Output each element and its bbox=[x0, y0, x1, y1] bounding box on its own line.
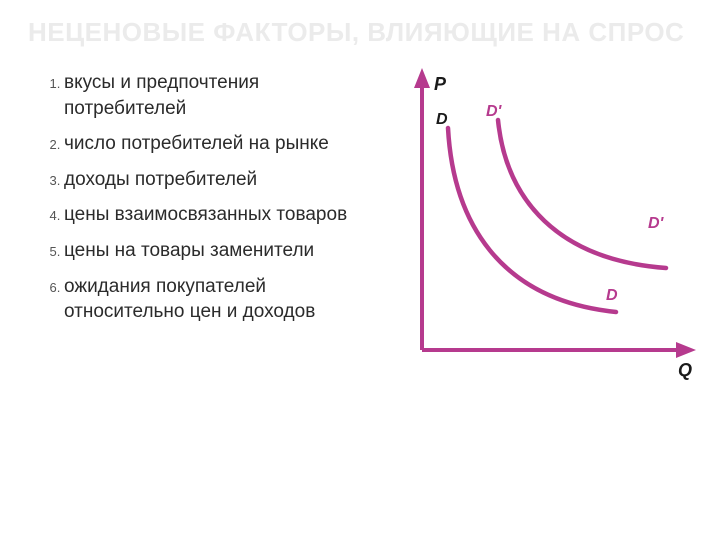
demand-curve-d-prime bbox=[498, 120, 666, 268]
curve-d-end-label: D bbox=[606, 287, 618, 304]
list-item: доходы потребителей bbox=[64, 167, 358, 193]
demand-shift-graph: P Q D D D' D' bbox=[378, 60, 718, 390]
slide-title: НЕЦЕНОВЫЕ ФАКТОРЫ, ВЛИЯЮЩИЕ НА СПРОС bbox=[28, 18, 688, 48]
factors-list: вкусы и предпочтения потребителей число … bbox=[28, 70, 358, 325]
list-item: ожидания покупателей относительно цен и … bbox=[64, 274, 358, 325]
y-axis-arrow-icon bbox=[414, 68, 430, 88]
list-item: цены взаимосвязанных товаров bbox=[64, 202, 358, 228]
slide-root: НЕЦЕНОВЫЕ ФАКТОРЫ, ВЛИЯЮЩИЕ НА СПРОС вку… bbox=[0, 0, 720, 540]
y-axis-label: P bbox=[434, 74, 447, 94]
content-row: вкусы и предпочтения потребителей число … bbox=[28, 70, 692, 335]
demand-graph-column: P Q D D D' D' bbox=[368, 70, 692, 335]
demand-curve-d bbox=[448, 128, 616, 312]
factors-list-column: вкусы и предпочтения потребителей число … bbox=[28, 70, 358, 335]
x-axis-label: Q bbox=[678, 360, 692, 380]
curve-d-start-label: D bbox=[436, 111, 448, 128]
list-item: число потребителей на рынке bbox=[64, 131, 358, 157]
list-item: вкусы и предпочтения потребителей bbox=[64, 70, 358, 121]
x-axis-arrow-icon bbox=[676, 342, 696, 358]
curve-dprime-end-label: D' bbox=[648, 215, 665, 232]
list-item: цены на товары заменители bbox=[64, 238, 358, 264]
curve-dprime-start-label: D' bbox=[486, 103, 503, 120]
